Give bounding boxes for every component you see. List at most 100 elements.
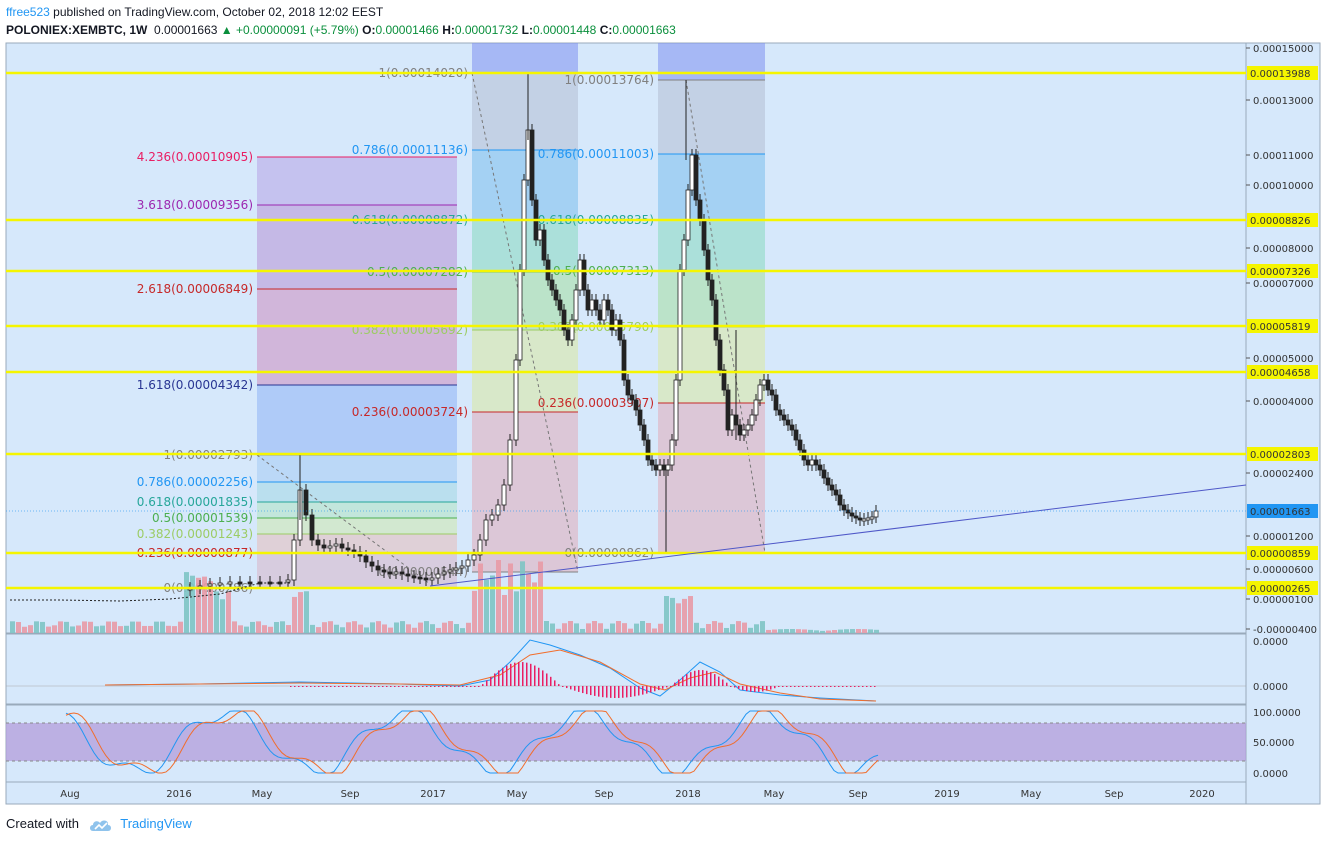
- stoch-tick-label: 100.0000: [1253, 708, 1301, 719]
- macd-histogram-bar: [406, 686, 408, 687]
- fib-connectors: [256, 72, 766, 585]
- stoch-tick-label: 50.0000: [1253, 738, 1294, 749]
- macd-histogram-bar: [650, 686, 652, 693]
- signal-line: [104, 649, 877, 702]
- time-tick-label: May: [1021, 789, 1042, 800]
- time-tick-label: Aug: [60, 789, 80, 800]
- macd-histogram-bar: [666, 686, 668, 688]
- macd-histogram-bar: [866, 686, 868, 687]
- time-axis[interactable]: [5, 781, 1247, 805]
- candle-body: [749, 414, 755, 426]
- main-pane[interactable]: [5, 42, 1247, 634]
- candle-body: [629, 394, 635, 401]
- candle-body: [869, 516, 875, 520]
- candle-body: [605, 299, 611, 311]
- macd-histogram-bar: [430, 686, 432, 687]
- level-badge-text: 0.00000265: [1250, 584, 1310, 595]
- tradingview-link[interactable]: TradingView: [120, 816, 192, 831]
- trendline[interactable]: [429, 484, 1247, 587]
- macd-histogram-bar: [550, 676, 552, 686]
- volume-bar: [388, 627, 393, 633]
- macd-histogram-bar: [678, 679, 680, 686]
- publish-info: ffree523 published on TradingView.com, O…: [6, 4, 383, 20]
- candle-body: [717, 339, 723, 371]
- volume-bar: [586, 623, 591, 633]
- volume-bar: [370, 622, 375, 633]
- macd-histogram-bar: [582, 686, 584, 694]
- macd-histogram-bar: [462, 686, 464, 687]
- candle-body: [501, 484, 507, 506]
- candle-body: [813, 459, 819, 466]
- candle-body: [387, 571, 393, 575]
- macd-histogram-bar: [294, 686, 296, 687]
- symbol-name[interactable]: POLONIEX:XEMBTC, 1W: [6, 23, 148, 37]
- candle-body: [291, 539, 297, 581]
- macd-histogram-bar: [542, 670, 544, 686]
- macd-histogram-bar: [338, 686, 340, 687]
- macd-histogram-bar: [814, 686, 816, 687]
- volume-bar: [796, 629, 801, 633]
- time-tick-label: Sep: [1105, 789, 1124, 800]
- volume-bar: [466, 622, 471, 633]
- candle-body: [785, 419, 791, 426]
- macd-histogram-bar: [302, 686, 304, 687]
- macd-histogram-bar: [622, 686, 624, 698]
- candle-body: [685, 189, 691, 241]
- volume-bar: [328, 621, 333, 633]
- level-badge-text: 0.00008826: [1250, 216, 1310, 227]
- macd-histogram-bar: [598, 686, 600, 697]
- candle-body: [471, 554, 477, 561]
- candle-body: [399, 571, 405, 575]
- price-axis[interactable]: [1245, 42, 1321, 805]
- volume-bar: [868, 629, 873, 633]
- volume-bar: [250, 621, 255, 633]
- macd-histogram-bar: [466, 686, 468, 687]
- macd-histogram-bar: [618, 686, 620, 698]
- volume-bar: [178, 621, 183, 633]
- volume-bar: [124, 625, 129, 633]
- candle-body: [681, 239, 687, 271]
- volume-bar: [712, 621, 717, 633]
- volume-bar: [232, 621, 237, 633]
- volume-bar: [616, 621, 621, 633]
- volume-bar: [682, 598, 687, 633]
- fib-level-label: 0(0.00000544): [378, 565, 468, 579]
- candle-body: [833, 489, 839, 496]
- candle-body: [709, 279, 715, 301]
- volume-bar: [646, 623, 651, 633]
- macd-histogram-bar: [838, 686, 840, 687]
- candle-body: [345, 547, 351, 551]
- candle-body: [637, 409, 643, 426]
- volume-bar: [172, 626, 177, 633]
- macd-histogram-bar: [346, 686, 348, 687]
- volume-bar: [742, 622, 747, 633]
- macd-histogram-bar: [298, 686, 300, 687]
- volume-bar: [10, 621, 15, 633]
- volume-bar: [706, 624, 711, 633]
- macd-axis-labels: 0.0000 0.0000: [1253, 637, 1288, 693]
- candle-body: [477, 539, 483, 556]
- macd-histogram-bar: [458, 686, 460, 687]
- volume-bar: [808, 629, 813, 633]
- macd-histogram-bar: [686, 674, 688, 686]
- macd-histogram-bar: [562, 686, 564, 687]
- candle-body: [721, 369, 727, 391]
- candle-body: [861, 518, 867, 522]
- author-link[interactable]: ffree523: [6, 5, 50, 19]
- candle-body: [573, 289, 579, 321]
- macd-histogram-bar: [826, 686, 828, 687]
- volume-bar: [772, 629, 777, 633]
- candle-body: [507, 439, 513, 486]
- macd-histogram-bar: [534, 665, 536, 686]
- macd-histogram-bar: [390, 686, 392, 687]
- macd-histogram-bar: [526, 662, 528, 686]
- macd-histogram-bar: [374, 686, 376, 687]
- price-tick-label: -0.00000400: [1253, 625, 1317, 636]
- volume-bar: [478, 563, 483, 633]
- macd-histogram-bar: [842, 686, 844, 687]
- macd-histogram-bar: [498, 670, 500, 686]
- volume-bar: [406, 624, 411, 633]
- volume-bar: [280, 621, 285, 633]
- candle-body: [393, 571, 399, 575]
